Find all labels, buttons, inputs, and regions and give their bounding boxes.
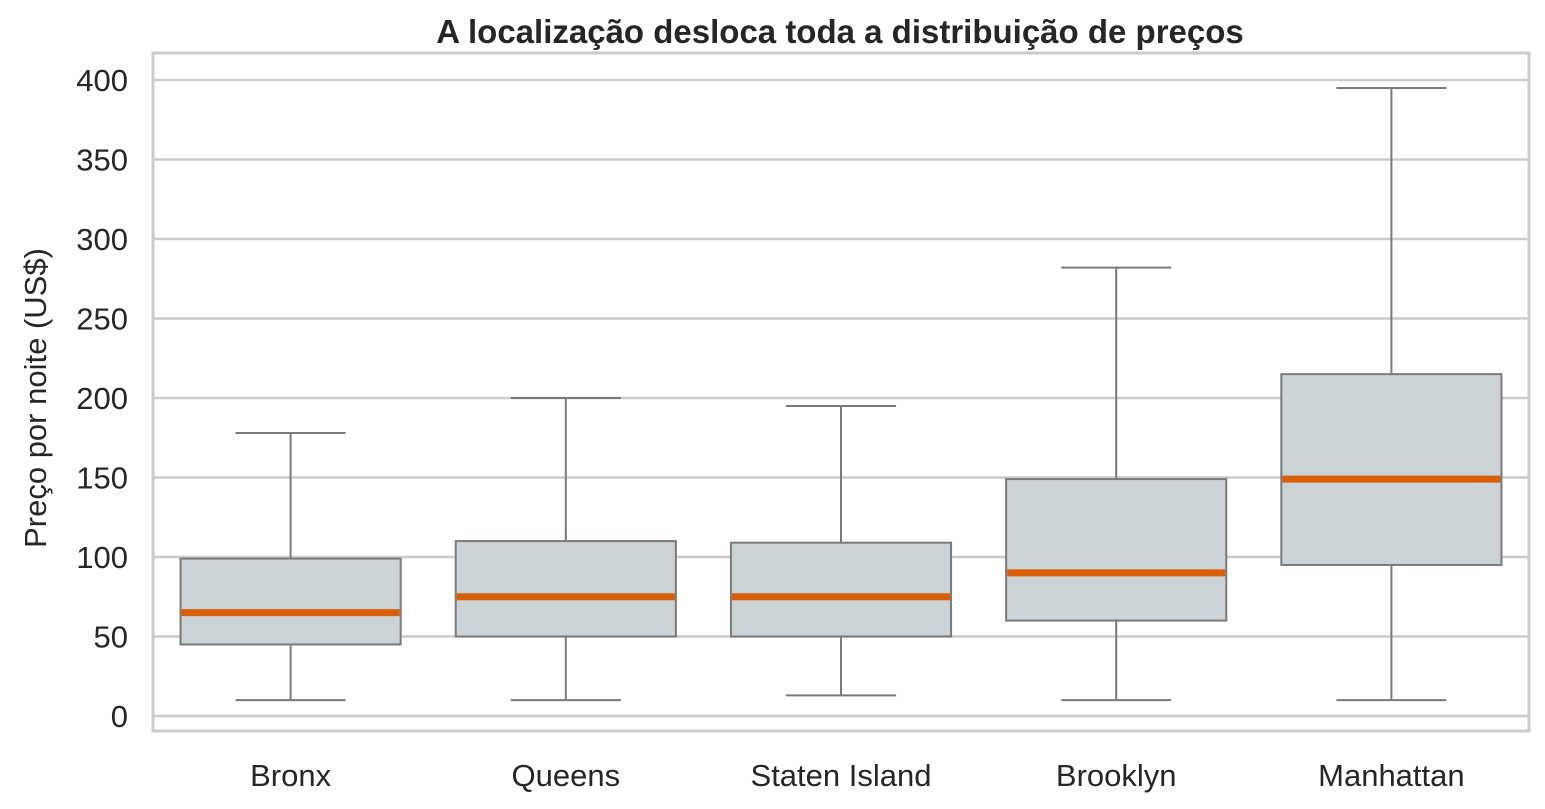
box-manhattan xyxy=(1280,86,1503,702)
iqr-box xyxy=(1280,373,1503,566)
box-bronx xyxy=(179,431,402,702)
y-tick-label: 250 xyxy=(76,302,128,337)
box-queens xyxy=(454,397,677,702)
chart-title: A localização desloca toda a distribuiçã… xyxy=(436,13,1244,50)
iqr-box xyxy=(454,540,677,638)
plot-frame xyxy=(151,51,1531,733)
box-staten-island xyxy=(729,404,953,697)
box-series xyxy=(179,86,1503,702)
y-tick-label: 200 xyxy=(76,381,128,416)
y-axis-label: Preço por noite (US$) xyxy=(18,248,53,548)
y-tick-labels: 0 50 100 150 200 250 300 350 400 xyxy=(76,63,128,734)
y-tick-label: 400 xyxy=(76,63,128,98)
y-tick-label: 350 xyxy=(76,143,128,178)
x-tick-label-bronx: Bronx xyxy=(250,758,331,793)
iqr-box xyxy=(179,557,402,646)
y-tick-label: 100 xyxy=(76,540,128,575)
y-tick-label: 300 xyxy=(76,222,128,257)
y-tick-label: 50 xyxy=(94,620,128,655)
x-tick-label-staten-island: Staten Island xyxy=(751,758,932,793)
y-tick-label: 0 xyxy=(111,699,128,734)
x-tick-labels: Bronx Queens Staten Island Brooklyn Manhatta… xyxy=(250,758,1465,793)
iqr-box xyxy=(1005,478,1228,622)
x-tick-label-brooklyn: Brooklyn xyxy=(1056,758,1177,793)
y-tick-label: 150 xyxy=(76,461,128,496)
iqr-box xyxy=(729,541,953,638)
box-brooklyn xyxy=(1005,266,1228,702)
x-tick-label-queens: Queens xyxy=(512,758,621,793)
x-tick-label-manhattan: Manhattan xyxy=(1318,758,1465,793)
